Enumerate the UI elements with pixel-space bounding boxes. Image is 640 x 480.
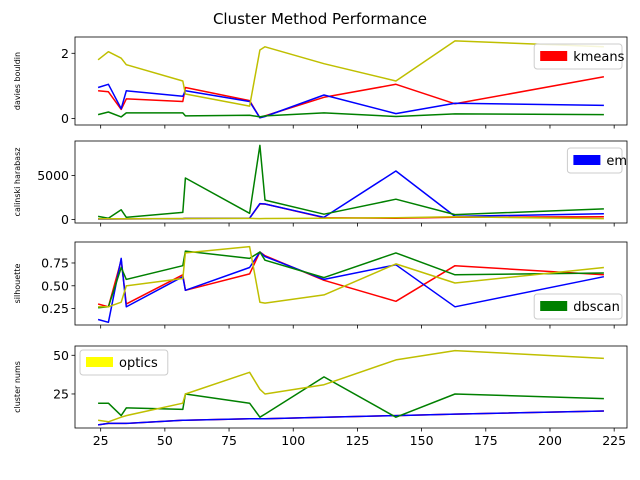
legend-swatch [573, 155, 601, 165]
series-line-dbscan [98, 250, 604, 309]
legend-swatch [86, 357, 113, 367]
legend-box [533, 43, 623, 70]
series-line-dbscan [98, 376, 604, 418]
legend-label: optics [119, 356, 158, 371]
legend: optics [79, 349, 169, 376]
panel-frame [74, 241, 628, 326]
y-axis-label: cluster nums [13, 361, 22, 413]
chart-title: Cluster Method Performance [213, 10, 427, 28]
panel-frame [74, 345, 628, 429]
y-tick-label: 50 [53, 348, 69, 363]
series-line-em [97, 410, 604, 426]
legend-box [533, 293, 623, 320]
series-line-dbscan [97, 111, 604, 118]
legend-swatch [540, 301, 568, 311]
x-tick-label: 75 [221, 433, 237, 448]
series-line-optics [97, 40, 604, 107]
y-tick-label: 0 [61, 111, 69, 126]
legend: kmeans [533, 43, 625, 70]
series-line-em [97, 251, 605, 324]
panel-0: 0 2 davies bouldin kmeans [13, 36, 628, 129]
y-tick-label: 2 [61, 46, 69, 61]
x-tick-label: 200 [538, 433, 562, 448]
x-tick-label: 25 [93, 433, 109, 448]
x-tick-label: 225 [602, 433, 626, 448]
x-tick-label: 125 [345, 433, 369, 448]
series-line-optics [97, 349, 604, 423]
series-line-kmeans [98, 76, 605, 119]
y-tick-label: 0.50 [41, 278, 69, 293]
legend-label: em [606, 154, 627, 169]
legend: em [566, 147, 627, 174]
series-line-optics [98, 245, 604, 308]
series-line-optics [98, 216, 604, 220]
x-tick-label: 175 [474, 433, 498, 448]
panel-lines [97, 349, 604, 426]
y-tick-label: 0.75 [41, 255, 69, 270]
y-axis-label: calinski harabasz [13, 148, 22, 217]
legend-label: kmeans [573, 50, 624, 65]
series-line-dbscan [97, 144, 604, 219]
panel-lines [97, 144, 604, 220]
y-tick-label: 0.25 [41, 301, 69, 316]
panel-frame [74, 140, 628, 224]
y-tick-label: 0 [61, 212, 69, 227]
y-axis-label: silhouette [13, 264, 22, 304]
x-tick-label: 50 [157, 433, 173, 448]
chart-panels: 0 2 davies bouldin kmeans 0 5000 calinski hara… [13, 36, 628, 448]
y-axis-label: davies bouldin [13, 52, 22, 110]
y-tick-label: 25 [53, 386, 69, 401]
panel-lines [97, 40, 605, 119]
legend: dbscan [533, 293, 623, 320]
legend-box [79, 349, 169, 376]
panel-frame [74, 36, 628, 126]
series-line-em [97, 83, 604, 119]
x-tick-label: 150 [410, 433, 434, 448]
y-tick-label: 5000 [37, 168, 69, 183]
legend-label: dbscan [573, 300, 620, 315]
legend-swatch [540, 51, 568, 61]
panel-2: 0.25 0.50 0.75 silhouette dbscan [13, 241, 628, 329]
panel-1: 0 5000 calinski harabasz em [13, 140, 628, 227]
panel-lines [97, 245, 605, 324]
panel-3: 25 50 75 100 125 150 175 200 225 25 50 cluster nums… [13, 345, 628, 448]
x-tick-label: 100 [281, 433, 305, 448]
